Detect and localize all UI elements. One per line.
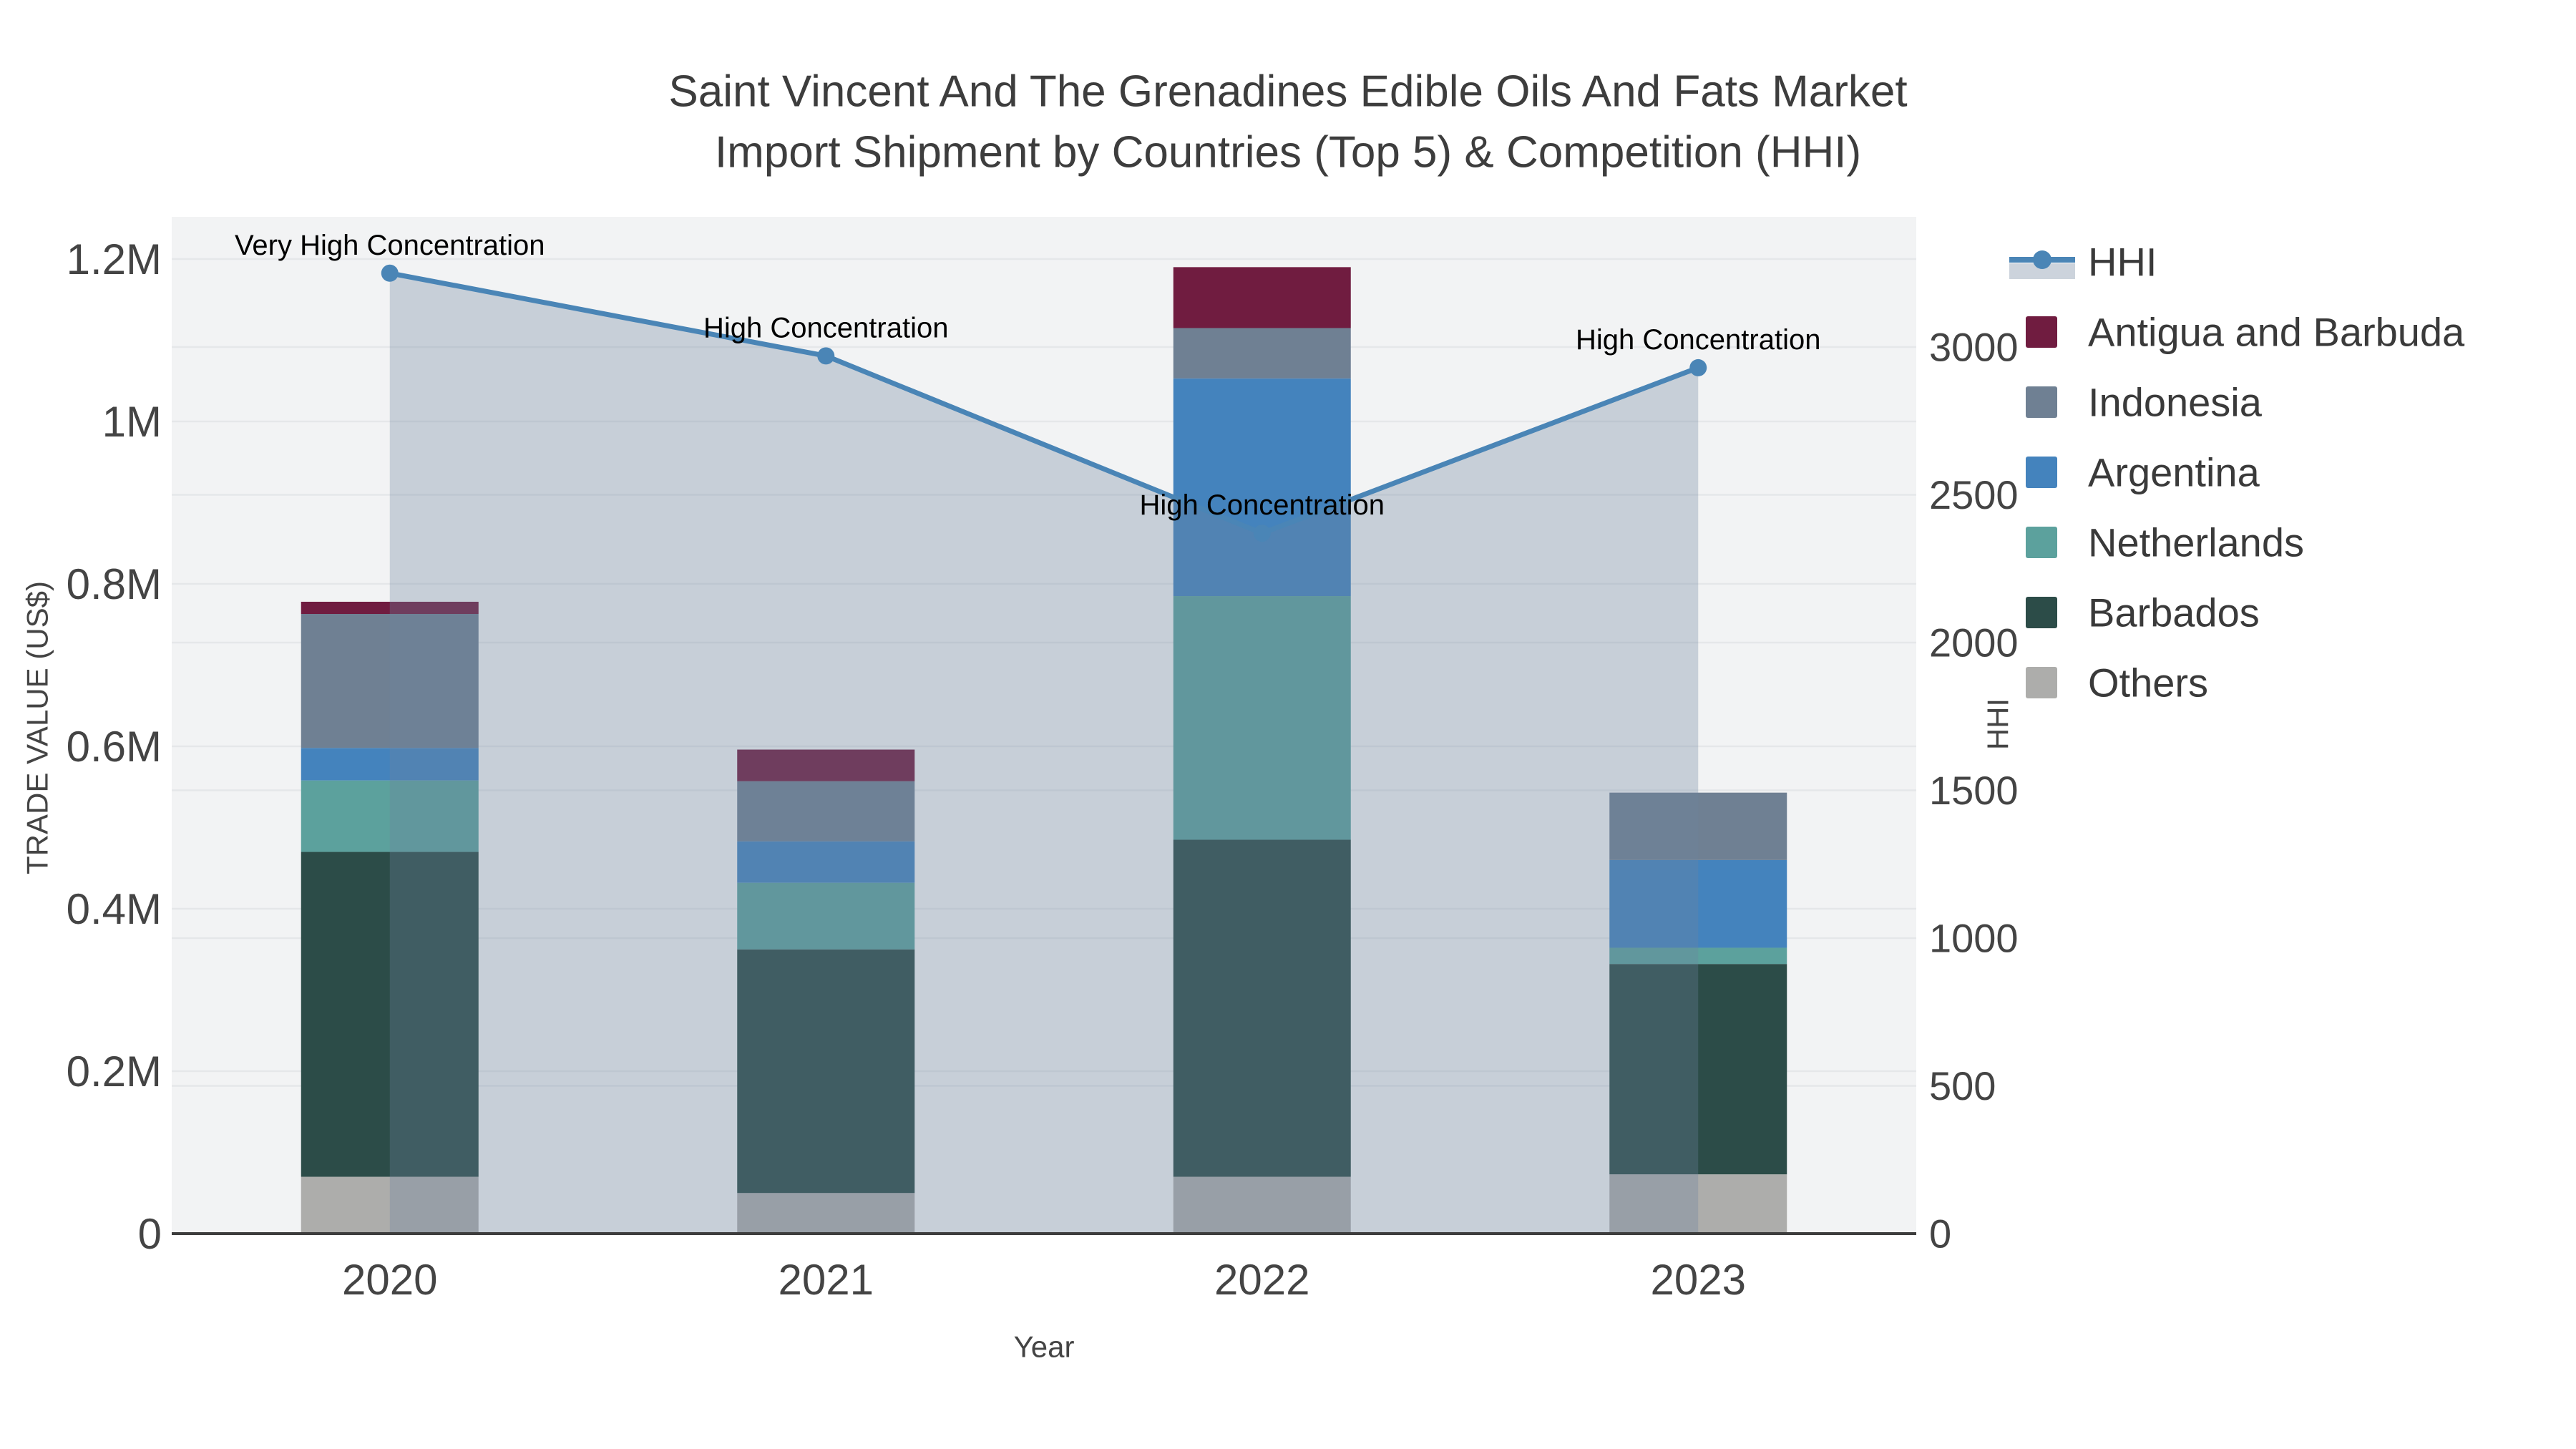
xtick-2020: 2020 — [342, 1256, 437, 1304]
legend-label-hhi: HHI — [2088, 240, 2157, 285]
bar-2020-argentina[interactable] — [301, 748, 479, 781]
chart-title-line2: Import Shipment by Countries (Top 5) & C… — [715, 128, 1861, 177]
hhi-marker-2020[interactable] — [381, 264, 399, 282]
bar-2022-argentina[interactable] — [1173, 378, 1351, 597]
bar-2020-antigua-and-barbuda[interactable] — [301, 601, 479, 614]
bar-2021-barbados[interactable] — [737, 949, 915, 1194]
xtick-2023: 2023 — [1651, 1256, 1746, 1304]
legend-item-others[interactable]: Others — [2026, 660, 2208, 706]
legend-item-antigua-and-barbuda[interactable]: Antigua and Barbuda — [2026, 310, 2465, 355]
ytick-right-2500: 2500 — [1929, 472, 2019, 517]
legend-label-indonesia: Indonesia — [2088, 380, 2263, 425]
ytick-left-0.6M: 0.6M — [67, 723, 162, 771]
legend-swatch-antigua-and-barbuda — [2026, 316, 2057, 348]
xtick-2021: 2021 — [779, 1256, 874, 1304]
y-axis-title-left: TRADE VALUE (US$) — [21, 581, 54, 874]
bar-2020-others[interactable] — [301, 1176, 479, 1234]
legend-item-hhi[interactable]: HHI — [2009, 240, 2157, 285]
hhi-line — [389, 270, 1699, 536]
bar-2023-netherlands[interactable] — [1609, 947, 1787, 965]
legend-hhi-marker-glyph — [2033, 250, 2051, 269]
bar-2021-indonesia[interactable] — [737, 781, 915, 841]
legend-item-argentina[interactable]: Argentina — [2026, 450, 2260, 495]
legend-swatch-barbados — [2026, 597, 2057, 628]
ytick-right-1500: 1500 — [1929, 768, 2019, 813]
xtick-2022: 2022 — [1214, 1256, 1309, 1304]
legend-swatch-argentina — [2026, 457, 2057, 488]
bar-2020-indonesia[interactable] — [301, 613, 479, 748]
bar-2020-netherlands[interactable] — [301, 780, 479, 852]
bar-2023-barbados[interactable] — [1609, 964, 1787, 1175]
legend-label-antigua-and-barbuda: Antigua and Barbuda — [2088, 310, 2465, 355]
x-axis-title: Year — [1014, 1330, 1075, 1364]
bar-2021-others[interactable] — [737, 1193, 915, 1234]
legend-label-argentina: Argentina — [2088, 450, 2260, 495]
ytick-right-0: 0 — [1929, 1211, 1951, 1257]
legend: HHI Antigua and Barbuda Indonesia Argentina… — [2009, 240, 2465, 706]
ytick-left-0.8M: 0.8M — [67, 560, 162, 608]
annotation-2022: High Concentration — [1140, 489, 1385, 521]
legend-swatch-indonesia — [2026, 386, 2057, 418]
legend-label-others: Others — [2088, 660, 2208, 706]
ytick-left-0: 0 — [138, 1210, 162, 1258]
hhi-area — [389, 273, 1699, 1234]
bar-2022-others[interactable] — [1173, 1176, 1351, 1234]
legend-item-netherlands[interactable]: Netherlands — [2026, 520, 2304, 565]
bar-2022-barbados[interactable] — [1173, 839, 1351, 1177]
legend-label-barbados: Barbados — [2088, 590, 2260, 635]
legend-swatch-others — [2026, 667, 2057, 698]
ytick-left-1M: 1M — [102, 398, 162, 446]
annotation-2023: High Concentration — [1576, 324, 1820, 356]
bar-2023-others[interactable] — [1609, 1174, 1787, 1234]
bar-2021-argentina[interactable] — [737, 841, 915, 883]
annotation-2021: High Concentration — [703, 312, 948, 343]
hhi-marker-2023[interactable] — [1689, 358, 1707, 376]
bar-2022-indonesia[interactable] — [1173, 328, 1351, 379]
bar-2021-netherlands[interactable] — [737, 882, 915, 950]
ytick-right-1000: 1000 — [1929, 916, 2019, 961]
hhi-marker-2022[interactable] — [1253, 525, 1271, 542]
legend-hhi-area-glyph — [2009, 263, 2075, 279]
bar-2022-netherlands[interactable] — [1173, 596, 1351, 840]
bar-2020-barbados[interactable] — [301, 852, 479, 1177]
ytick-right-2000: 2000 — [1929, 620, 2019, 665]
bar-2021-antigua-and-barbuda[interactable] — [737, 749, 915, 781]
legend-item-indonesia[interactable]: Indonesia — [2026, 380, 2263, 425]
ytick-left-1.2M: 1.2M — [67, 235, 162, 283]
ytick-left-0.4M: 0.4M — [67, 885, 162, 933]
bar-2022-antigua-and-barbuda[interactable] — [1173, 267, 1351, 328]
ytick-left-0.2M: 0.2M — [67, 1048, 162, 1096]
ytick-right-500: 500 — [1929, 1063, 1996, 1108]
y-axis-title-right: HHI — [1981, 698, 2015, 750]
legend-swatch-netherlands — [2026, 527, 2057, 558]
annotation-2020: Very High Concentration — [235, 230, 545, 261]
bar-2023-argentina[interactable] — [1609, 859, 1787, 948]
legend-item-barbados[interactable]: Barbados — [2026, 590, 2260, 635]
ytick-right-3000: 3000 — [1929, 325, 2019, 370]
chart-title-line1: Saint Vincent And The Grenadines Edible … — [668, 67, 1907, 117]
hhi-marker-2021[interactable] — [817, 347, 835, 365]
legend-label-netherlands: Netherlands — [2088, 520, 2304, 565]
bar-2023-indonesia[interactable] — [1609, 792, 1787, 860]
plot-layer: 0 0.2M 0.4M 0.6M 0.8M 1M 1.2M 0 500 1000 1500 2000 2… — [67, 217, 2019, 1304]
